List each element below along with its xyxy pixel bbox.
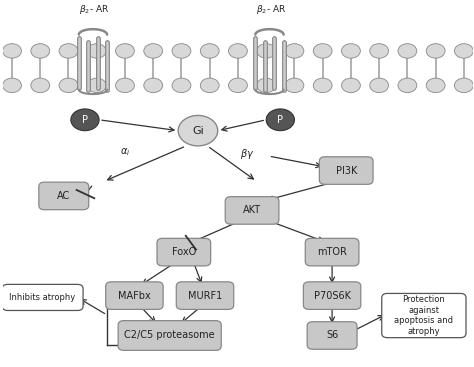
FancyBboxPatch shape [176,282,234,309]
Circle shape [144,44,163,58]
Circle shape [201,78,219,92]
FancyBboxPatch shape [106,282,163,309]
Text: AC: AC [57,191,71,201]
FancyBboxPatch shape [382,294,466,338]
Circle shape [426,78,445,92]
Circle shape [172,44,191,58]
Circle shape [228,44,247,58]
Text: MURF1: MURF1 [188,291,222,301]
FancyBboxPatch shape [319,157,373,184]
Circle shape [71,109,99,131]
FancyBboxPatch shape [2,284,83,310]
Text: $\beta_2$- AR: $\beta_2$- AR [256,4,286,17]
Text: $\beta_2$- AR: $\beta_2$- AR [79,4,109,17]
Circle shape [228,78,247,92]
Circle shape [257,78,275,92]
Circle shape [398,78,417,92]
FancyBboxPatch shape [225,197,279,224]
Circle shape [341,78,360,92]
Circle shape [370,78,389,92]
Text: P: P [277,115,283,125]
Circle shape [59,78,78,92]
Circle shape [313,78,332,92]
Circle shape [178,116,218,146]
Circle shape [257,44,275,58]
FancyBboxPatch shape [39,182,89,210]
Circle shape [31,44,50,58]
Text: Gi: Gi [192,126,204,136]
FancyBboxPatch shape [303,282,361,309]
FancyBboxPatch shape [307,322,357,349]
Circle shape [370,44,389,58]
FancyBboxPatch shape [157,238,210,266]
Circle shape [172,78,191,92]
Circle shape [59,44,78,58]
Circle shape [2,78,21,92]
Circle shape [116,78,135,92]
Circle shape [266,109,294,131]
Circle shape [144,78,163,92]
Text: P: P [82,115,88,125]
Text: Inhibits atrophy: Inhibits atrophy [9,293,76,302]
Text: C2/C5 proteasome: C2/C5 proteasome [124,331,215,341]
Text: FoxO: FoxO [172,247,196,257]
Text: AKT: AKT [243,206,261,215]
Circle shape [201,44,219,58]
Text: PI3K: PI3K [336,166,357,175]
Text: P70S6K: P70S6K [314,291,351,301]
Text: Protection
against
apoptosis and
atrophy: Protection against apoptosis and atrophy [394,295,453,336]
Text: MAFbx: MAFbx [118,291,151,301]
Circle shape [285,78,304,92]
Circle shape [455,78,474,92]
Circle shape [87,78,106,92]
Circle shape [2,44,21,58]
Text: $\beta\gamma$: $\beta\gamma$ [240,147,255,161]
Circle shape [455,44,474,58]
Circle shape [341,44,360,58]
FancyBboxPatch shape [305,238,359,266]
Text: $\alpha_i$: $\alpha_i$ [120,146,130,158]
Text: mTOR: mTOR [317,247,347,257]
FancyBboxPatch shape [118,321,221,350]
Circle shape [313,44,332,58]
Circle shape [116,44,135,58]
Circle shape [285,44,304,58]
Circle shape [87,44,106,58]
Circle shape [426,44,445,58]
Circle shape [398,44,417,58]
Circle shape [31,78,50,92]
Text: S6: S6 [326,331,338,341]
